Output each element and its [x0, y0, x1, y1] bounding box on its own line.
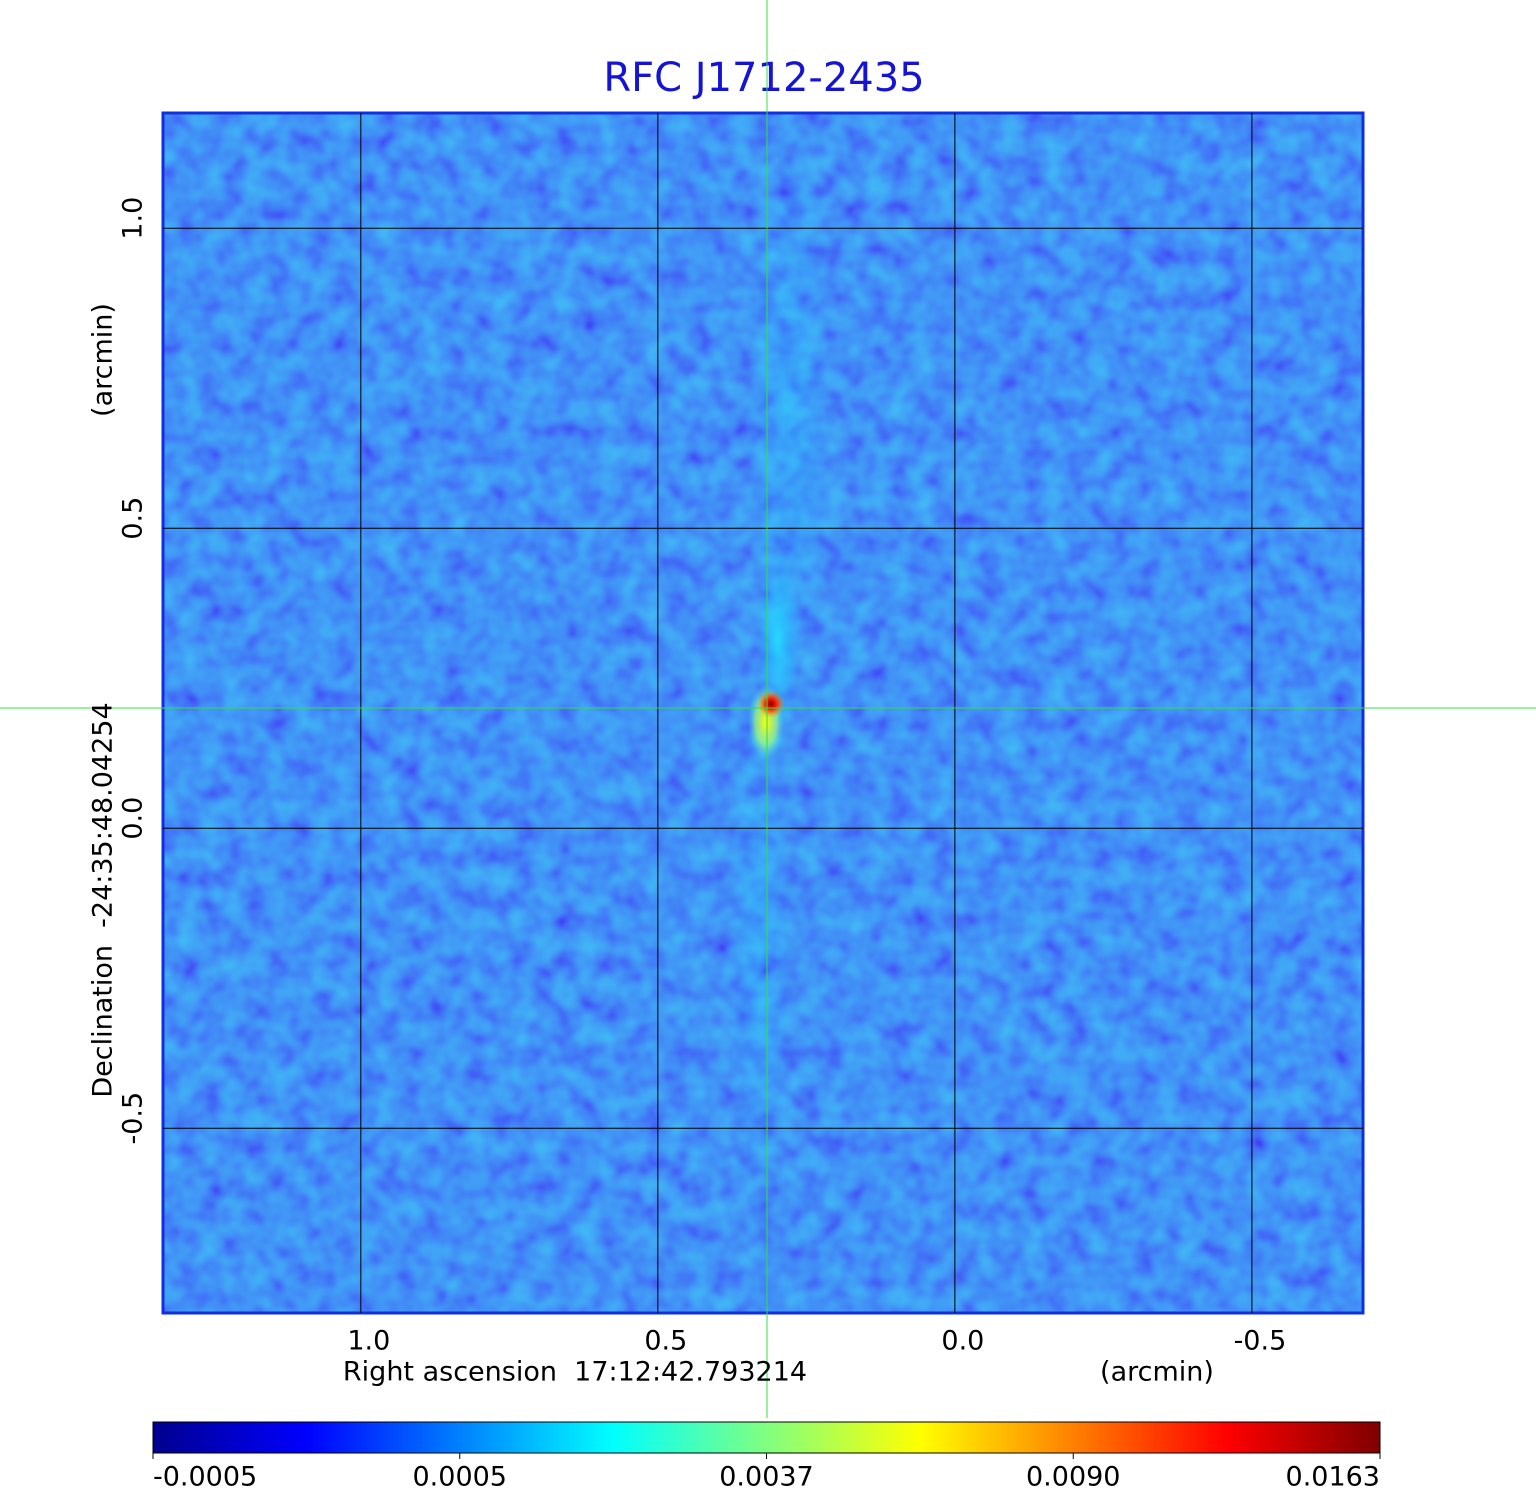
- x-tick-label: 0.0: [941, 1326, 984, 1357]
- x-axis-label: Right ascension 17:12:42.793214: [343, 1357, 807, 1388]
- y-axis-label: Declination -24:35:48.04254: [88, 702, 119, 1097]
- y-tick-label: 1.0: [118, 197, 149, 240]
- colorbar-tick-label: 0.0163: [1286, 1462, 1380, 1493]
- colorbar-tick-label: -0.0005: [153, 1462, 257, 1493]
- chart-title: RFC J1712-2435: [603, 55, 924, 101]
- x-tick-label: 0.5: [644, 1326, 687, 1357]
- image-frame: [161, 111, 1365, 1315]
- x-tick-label: -0.5: [1234, 1326, 1287, 1357]
- colorbar-tick-label: 0.0005: [413, 1462, 507, 1493]
- y-axis-unit: (arcmin): [88, 303, 119, 417]
- y-tick-label: -0.5: [118, 1092, 149, 1145]
- colorbar-tick-label: 0.0037: [719, 1462, 813, 1493]
- grid: [163, 113, 1363, 1313]
- colorbar-tick-label: 0.0090: [1026, 1462, 1120, 1493]
- jet-emission: [725, 670, 795, 1230]
- x-tick-label: 1.0: [347, 1326, 390, 1357]
- y-tick-label: 0.0: [118, 797, 149, 840]
- colorbar: [152, 1421, 1381, 1454]
- y-tick-label: 0.5: [118, 497, 149, 540]
- sky-image: [161, 111, 1365, 1315]
- source-peak: [757, 690, 785, 718]
- x-axis-unit: (arcmin): [1100, 1357, 1214, 1388]
